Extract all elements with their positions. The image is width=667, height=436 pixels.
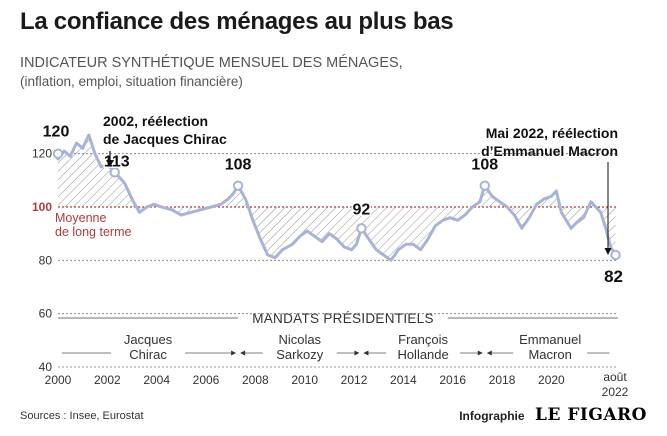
x-tick-label-2002: 2002 [94,373,121,387]
mandate-arrow-start-3 [486,350,492,356]
mandate-name-3-line2: Macron [528,347,571,362]
y-tick-label-120: 120 [32,147,52,161]
series-lines [56,133,617,262]
annotations: 2002, réélection de Jacques Chirac Mai 202… [103,113,618,255]
annotation-macron-line1: Mai 2022, réélection [486,125,618,141]
chart-title: La confiance des ménages au plus bas [20,8,454,35]
annotation-macron-line2: d’Emmanuel Macron [481,143,618,159]
x-tick-label-last-line2: 2022 [602,385,629,399]
hatched-area [58,135,616,261]
chart-canvas: 40 60 80 120 100 Moyenne de long terme 120 1… [32,113,629,399]
hatch-below-average [253,223,616,261]
marker-108-4 [479,180,490,191]
marker-label-82-5: 82 [604,267,623,286]
annotation-chirac-arrowhead [106,160,114,167]
mandate-name-0-line1: Jacques [124,332,173,347]
x-tick-label-2010: 2010 [291,373,318,387]
mandate-name-1-line2: Sarkozy [276,347,323,362]
chart-subtitle: INDICATEUR SYNTHÉTIQUE MENSUEL DES MÉNAG… [20,55,403,71]
mandate-arrow-end-1 [354,350,360,356]
annotation-chirac-line1: 2002, réélection [103,113,208,129]
mandate-arrow-start-1 [240,350,246,356]
source-note: Sources : Insee, Eurostat [20,410,144,422]
x-tick-label-2008: 2008 [242,373,269,387]
annotation-macron-arrowhead [604,248,612,255]
average-label-line2: de long terme [55,225,131,239]
x-tick-label-2006: 2006 [193,373,220,387]
y-axis-ticks: 40 60 80 120 [32,147,52,374]
mandate-arrow-end-2 [477,350,483,356]
marker-120-0 [52,148,64,159]
average-value-label: 100 [32,200,52,214]
y-grid [58,153,618,368]
average-label-line1: Moyenne [55,211,106,225]
marker-label-92-3: 92 [353,201,371,218]
mandate-name-2-line2: Hollande [397,347,448,362]
y-tick-label-80: 80 [39,253,53,267]
y-tick-label-40: 40 [39,360,53,374]
marker-label-108-4: 108 [471,157,498,174]
brand-credit: Infographie LE FIGARO [459,405,647,425]
annotation-chirac-line2: de Jacques Chirac [103,131,227,147]
x-tick-label-2020: 2020 [538,373,565,387]
x-tick-label-2016: 2016 [439,373,466,387]
mandate-name-3-line1: Emmanuel [519,332,581,347]
x-tick-label-last-line1: août [603,370,627,384]
mandate-arrow-start-2 [363,350,369,356]
mandate-name-0-line2: Chirac [129,347,167,362]
x-tick-label-2014: 2014 [390,373,417,387]
mandate-name-1-line1: Nicolas [278,332,321,347]
x-tick-label-2012: 2012 [341,373,368,387]
le-figaro-logo: LE FIGARO [535,405,647,425]
marker-113-1 [109,167,120,178]
series-line-confidence [56,133,617,262]
x-axis-ticks: 2000 2002 2004 2006 2008 2010 2012 2014 2016 2018… [45,370,629,399]
marker-92-3 [356,223,367,234]
marker-108-2 [232,180,244,191]
marker-label-108-2: 108 [225,157,252,174]
x-tick-label-2004: 2004 [143,373,170,387]
mandate-name-2-line1: François [398,332,448,347]
y-tick-label-60: 60 [39,307,53,321]
x-tick-label-2018: 2018 [489,373,516,387]
chart-subtitle-detail: (inflation, emploi, situation financière… [20,74,243,89]
x-tick-label-2000: 2000 [45,373,72,387]
mandate-arrow-end-0 [231,350,237,356]
credit-label: Infographie [459,409,525,423]
mandates-title: MANDATS PRÉSIDENTIELS [252,311,434,326]
marker-82-5 [610,249,621,261]
marker-label-120-0: 120 [43,124,70,141]
